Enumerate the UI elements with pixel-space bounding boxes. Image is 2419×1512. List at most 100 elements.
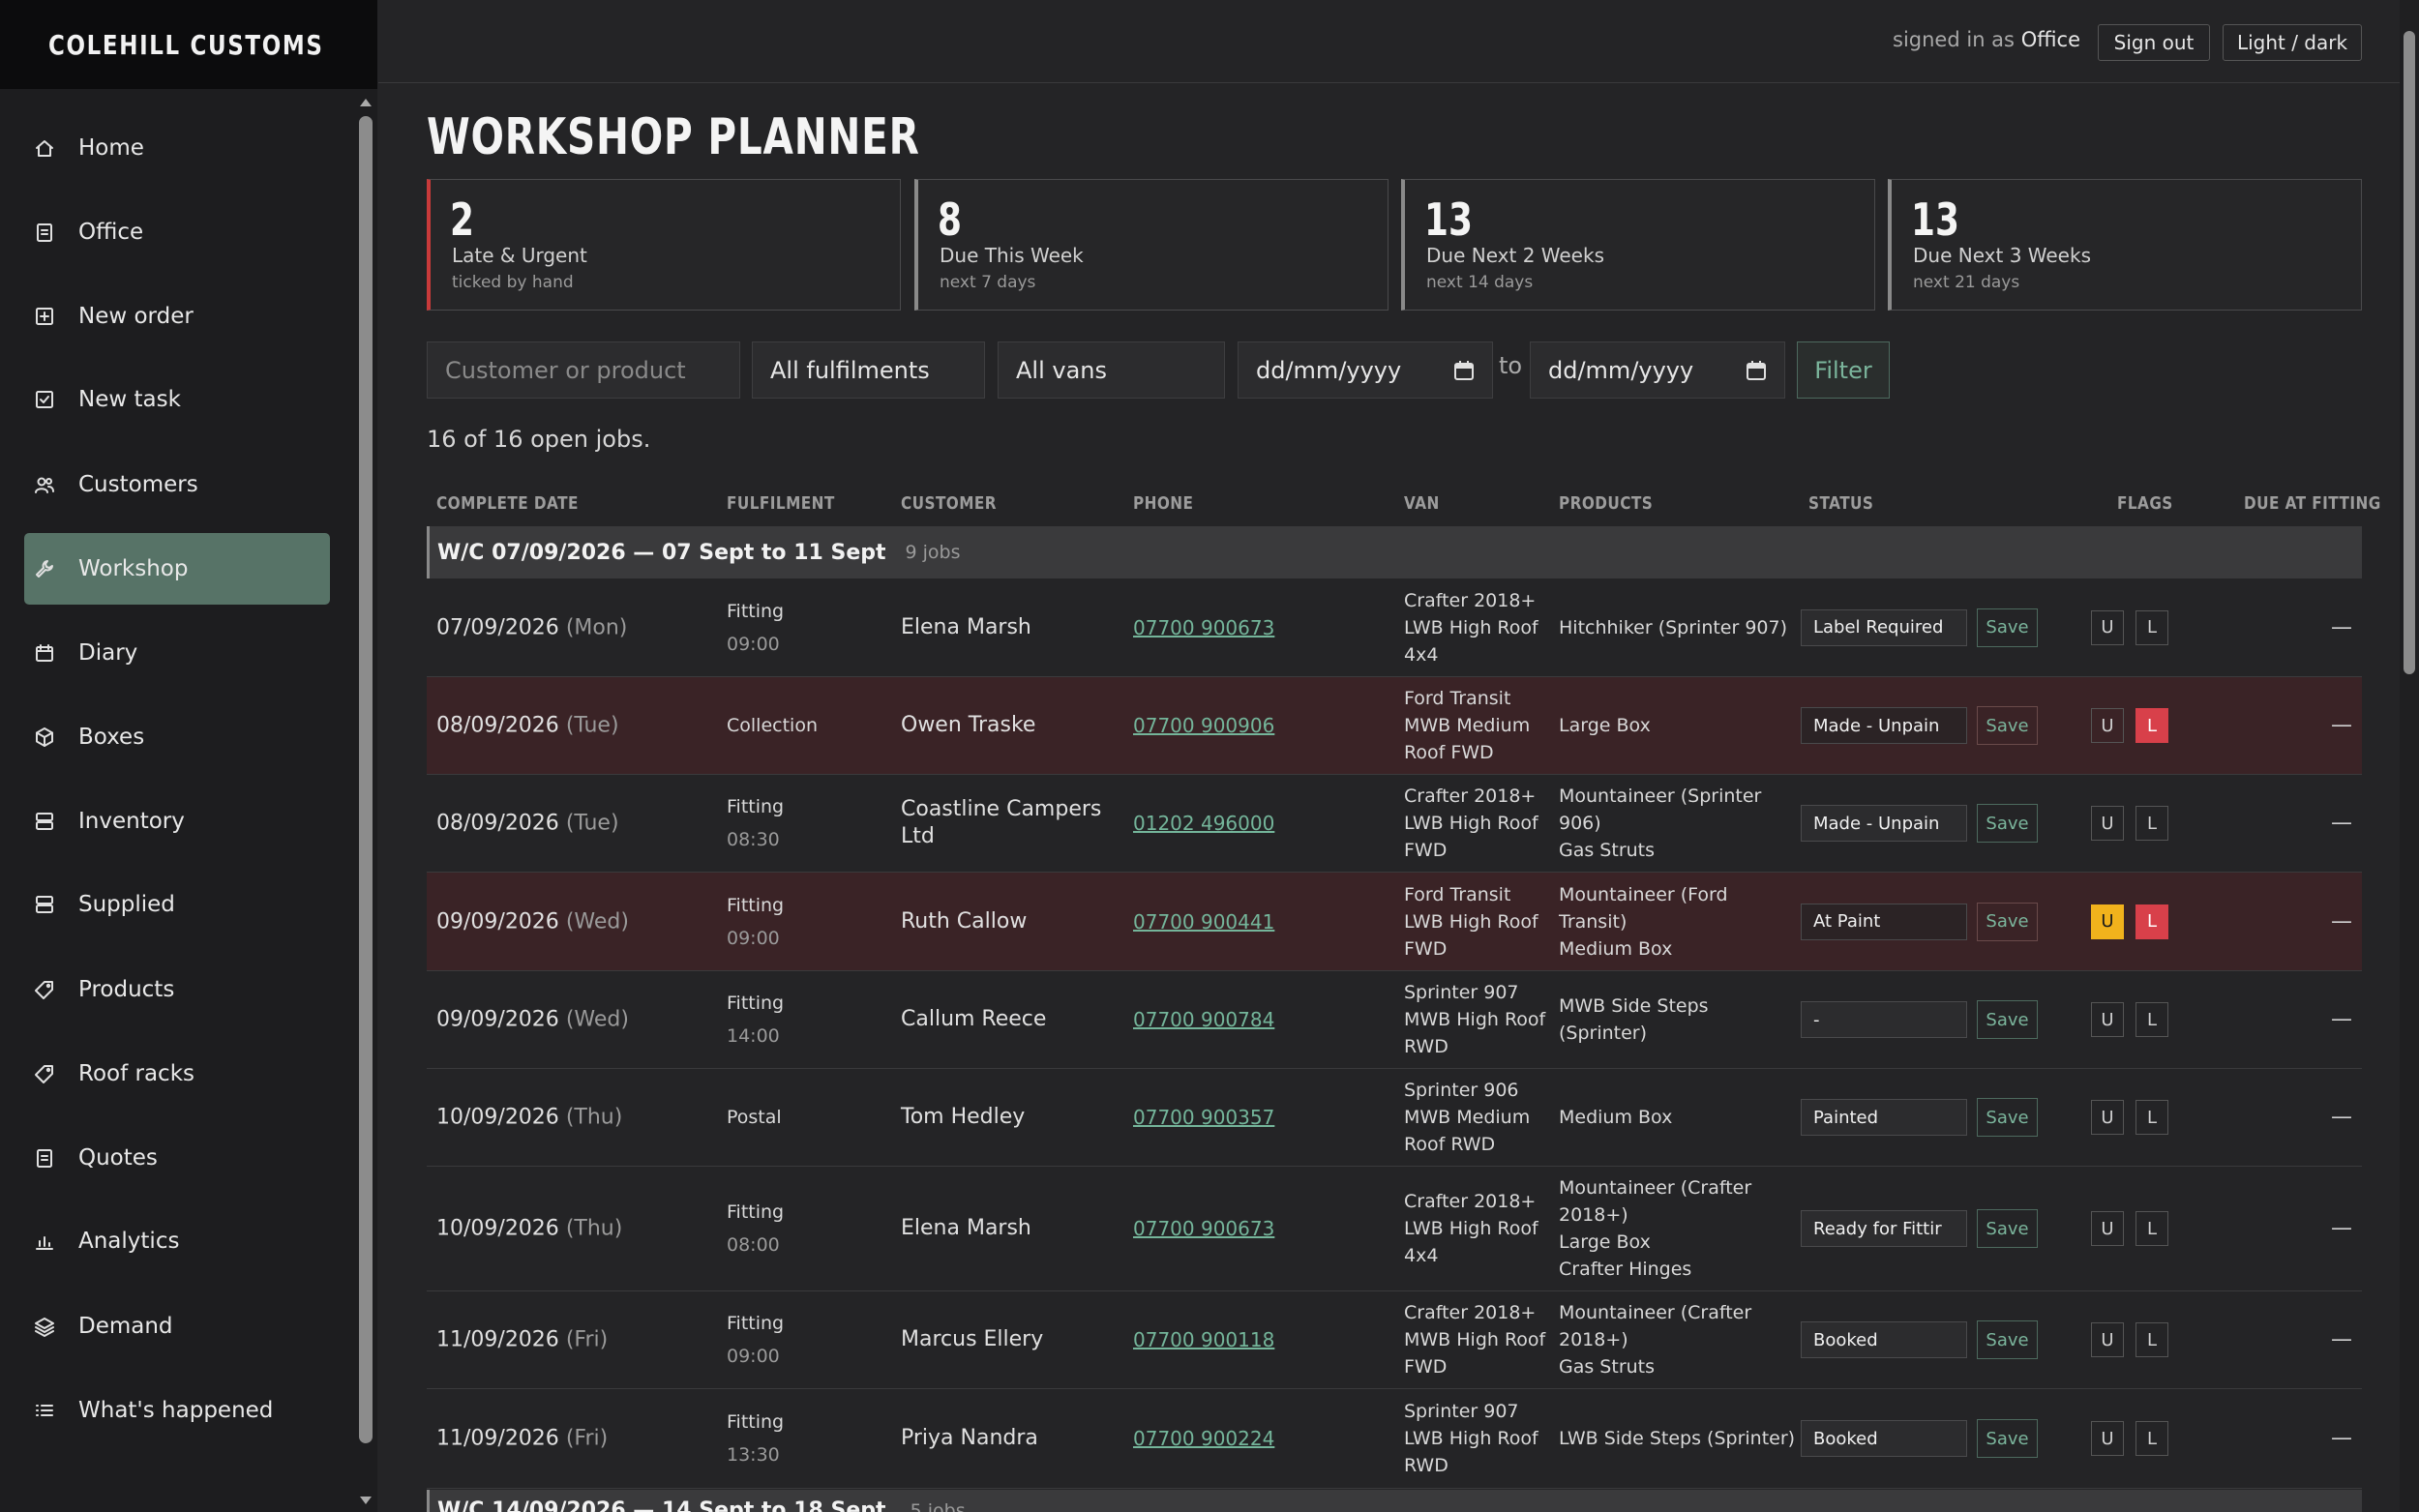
late-flag-toggle[interactable]: L — [2135, 806, 2168, 841]
late-flag-toggle[interactable]: L — [2135, 904, 2168, 939]
status-select[interactable]: Label Required — [1801, 608, 1967, 646]
urgent-flag-toggle[interactable]: U — [2091, 1002, 2124, 1037]
late-flag-toggle[interactable]: L — [2135, 708, 2168, 743]
col-due-at-fitting[interactable]: DUE AT FITTING — [2244, 493, 2381, 514]
late-flag-toggle[interactable]: L — [2135, 1100, 2168, 1135]
late-flag-toggle[interactable]: L — [2135, 1002, 2168, 1037]
status-select[interactable]: Booked — [1801, 1420, 1967, 1457]
phone-link[interactable]: 07700 900224 — [1133, 1427, 1275, 1450]
phone-link[interactable]: 07700 900673 — [1133, 1217, 1275, 1240]
late-flag-toggle[interactable]: L — [2135, 1211, 2168, 1246]
scrollbar-thumb[interactable] — [359, 116, 373, 1443]
phone-link[interactable]: 07700 900441 — [1133, 909, 1275, 934]
col-status[interactable]: STATUS — [1808, 493, 1874, 514]
sidebar-item-office[interactable]: Office — [24, 196, 330, 268]
sidebar-item-home[interactable]: Home — [24, 112, 330, 184]
late-flag-toggle[interactable]: L — [2135, 1421, 2168, 1456]
status-select[interactable]: Made - Unpain — [1801, 805, 1967, 842]
card-due-this-week[interactable]: 8 Due This Week next 7 days — [914, 179, 1389, 311]
urgent-flag-toggle[interactable]: U — [2091, 1322, 2124, 1357]
save-button[interactable]: Save — [1977, 804, 2038, 843]
status-select[interactable]: - — [1801, 1001, 1967, 1038]
col-products[interactable]: PRODUCTS — [1559, 493, 1654, 514]
customer-name[interactable]: Tom Hedley — [901, 1105, 1026, 1129]
sidebar-item-what-s-happened[interactable]: What's happened — [24, 1375, 330, 1446]
phone-link[interactable]: 01202 496000 — [1133, 812, 1275, 835]
save-button[interactable]: Save — [1977, 1000, 2038, 1039]
sidebar-item-new-order[interactable]: New order — [24, 281, 330, 352]
customer-name[interactable]: Elena Marsh — [901, 614, 1031, 639]
save-button[interactable]: Save — [1977, 1320, 2038, 1359]
sidebar-item-workshop[interactable]: Workshop — [24, 533, 330, 605]
date-from-field[interactable]: dd/mm/yyyy — [1238, 341, 1493, 399]
urgent-flag-toggle[interactable]: U — [2091, 806, 2124, 841]
phone-link[interactable]: 07700 900906 — [1133, 714, 1275, 737]
sidebar-item-boxes[interactable]: Boxes — [24, 701, 330, 773]
phone-link[interactable]: 07700 900118 — [1133, 1328, 1275, 1351]
search-input[interactable]: Customer or product — [427, 341, 740, 399]
fulfilment-select[interactable]: All fulfilments — [752, 341, 985, 399]
urgent-flag-toggle[interactable]: U — [2091, 1100, 2124, 1135]
col-van[interactable]: VAN — [1404, 493, 1440, 514]
sidebar-item-quotes[interactable]: Quotes — [24, 1122, 330, 1194]
status-select[interactable]: Booked — [1801, 1321, 1967, 1358]
urgent-flag-toggle[interactable]: U — [2091, 708, 2124, 743]
col-flags[interactable]: FLAGS — [2117, 493, 2173, 514]
sidebar-item-diary[interactable]: Diary — [24, 617, 330, 689]
late-flag-toggle[interactable]: L — [2135, 1322, 2168, 1357]
sidebar-item-supplied[interactable]: Supplied — [24, 869, 330, 940]
status-select[interactable]: Ready for Fittir — [1801, 1210, 1967, 1247]
urgent-flag-toggle[interactable]: U — [2091, 609, 2124, 645]
theme-toggle-button[interactable]: Light / dark — [2223, 24, 2362, 61]
save-button[interactable]: Save — [1977, 608, 2038, 647]
sidebar-item-roof-racks[interactable]: Roof racks — [24, 1038, 330, 1110]
sign-out-button[interactable]: Sign out — [2098, 24, 2210, 61]
status-select[interactable]: Painted — [1801, 1099, 1967, 1136]
save-button[interactable]: Save — [1977, 1419, 2038, 1458]
col-fulfilment[interactable]: FULFILMENT — [727, 493, 835, 514]
urgent-flag-toggle[interactable]: U — [2091, 1421, 2124, 1456]
sidebar-item-new-task[interactable]: New task — [24, 364, 330, 435]
customer-name[interactable]: Elena Marsh — [901, 1216, 1031, 1240]
sidebar-item-products[interactable]: Products — [24, 954, 330, 1025]
calendar-icon[interactable] — [1746, 360, 1767, 381]
filter-button[interactable]: Filter — [1797, 341, 1890, 399]
scrollbar-thumb[interactable] — [2404, 31, 2415, 674]
date-to-field[interactable]: dd/mm/yyyy — [1530, 341, 1785, 399]
scroll-down-icon[interactable] — [360, 1497, 372, 1504]
customer-name[interactable]: Coastline Campers Ltd — [901, 797, 1102, 848]
calendar-icon[interactable] — [1453, 360, 1475, 381]
card-due-next-3-weeks[interactable]: 13 Due Next 3 Weeks next 21 days — [1888, 179, 2362, 311]
scroll-up-icon[interactable] — [360, 99, 372, 106]
phone-link[interactable]: 07700 900673 — [1133, 615, 1275, 639]
urgent-flag-toggle[interactable]: U — [2091, 904, 2124, 939]
page-scrollbar[interactable] — [2400, 0, 2419, 1512]
vans-select[interactable]: All vans — [998, 341, 1225, 399]
sidebar-item-demand[interactable]: Demand — [24, 1290, 330, 1362]
save-button[interactable]: Save — [1977, 706, 2038, 745]
col-complete-date[interactable]: COMPLETE DATE — [436, 493, 579, 514]
sidebar-item-analytics[interactable]: Analytics — [24, 1205, 330, 1277]
save-button[interactable]: Save — [1977, 1098, 2038, 1137]
col-customer[interactable]: CUSTOMER — [901, 493, 997, 514]
brand[interactable]: COLEHILL CUSTOMS — [0, 0, 377, 89]
col-phone[interactable]: PHONE — [1133, 493, 1194, 514]
card-due-next-2-weeks[interactable]: 13 Due Next 2 Weeks next 14 days — [1401, 179, 1875, 311]
card-late-urgent[interactable]: 2 Late & Urgent ticked by hand — [427, 179, 901, 311]
status-select[interactable]: At Paint — [1801, 903, 1967, 940]
customer-name[interactable]: Priya Nandra — [901, 1426, 1038, 1450]
sidebar-scrollbar[interactable] — [354, 89, 377, 1512]
sidebar-item-customers[interactable]: Customers — [24, 449, 330, 520]
customer-name[interactable]: Owen Traske — [901, 713, 1036, 737]
customer-name[interactable]: Ruth Callow — [901, 908, 1028, 934]
phone-link[interactable]: 07700 900784 — [1133, 1008, 1275, 1031]
status-select[interactable]: Made - Unpain — [1801, 707, 1967, 744]
save-button[interactable]: Save — [1977, 902, 2038, 941]
save-button[interactable]: Save — [1977, 1209, 2038, 1248]
late-flag-toggle[interactable]: L — [2135, 609, 2168, 645]
customer-name[interactable]: Marcus Ellery — [901, 1327, 1044, 1351]
urgent-flag-toggle[interactable]: U — [2091, 1211, 2124, 1246]
phone-link[interactable]: 07700 900357 — [1133, 1106, 1275, 1129]
sidebar-item-inventory[interactable]: Inventory — [24, 786, 330, 857]
customer-name[interactable]: Callum Reece — [901, 1007, 1047, 1031]
